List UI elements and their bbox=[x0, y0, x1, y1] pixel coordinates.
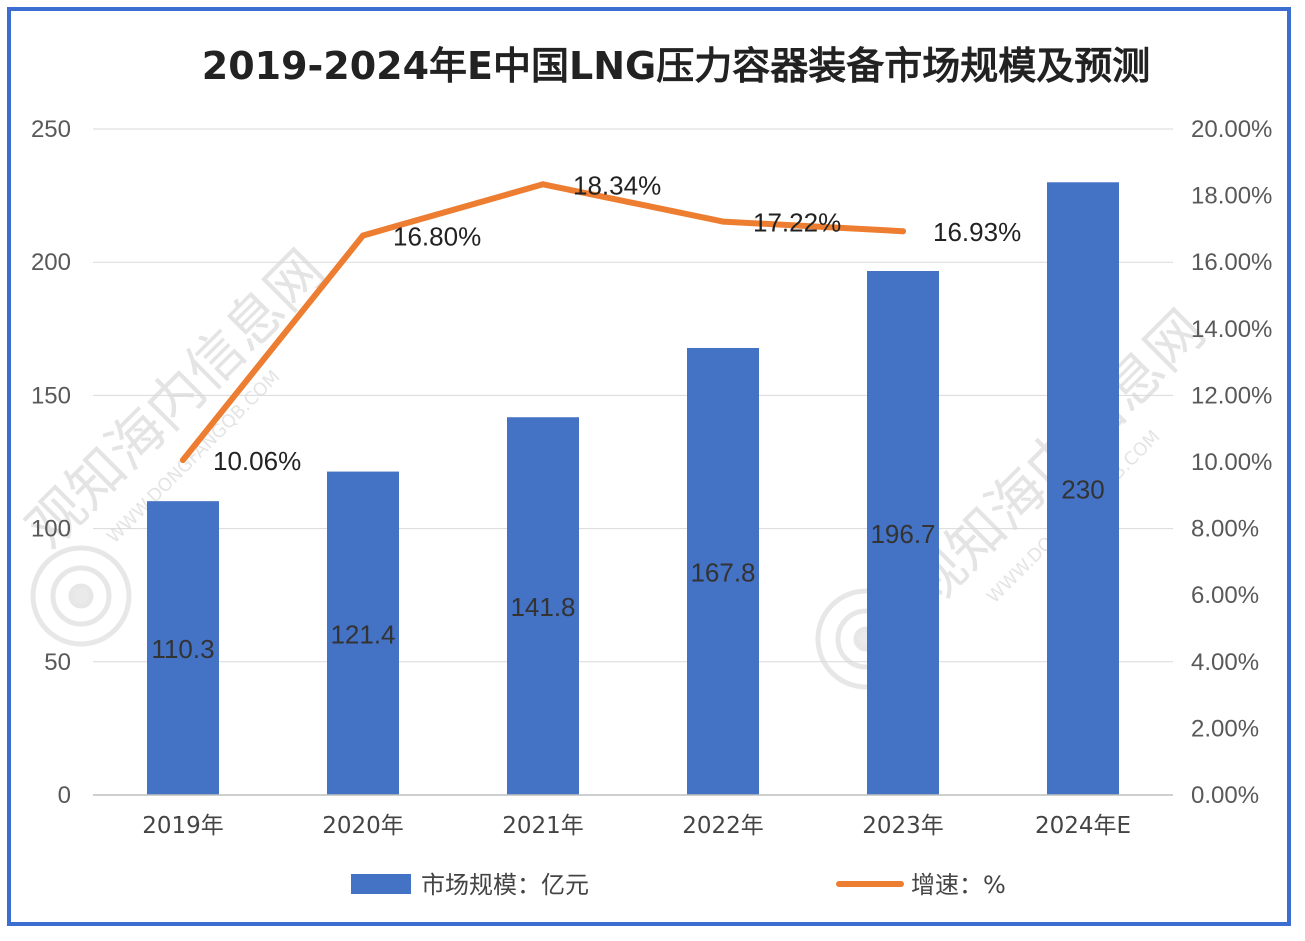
right-tick-label: 4.00% bbox=[1191, 649, 1259, 676]
chart-canvas: 观知海内信息网 WWW.DONGFANGQB.COM 观知海内信息网 WWW.D… bbox=[15, 44, 1273, 899]
x-tick-label: 2022年 bbox=[682, 813, 764, 839]
legend: 市场规模：亿元 增速：% bbox=[351, 871, 1006, 899]
legend-label-bar: 市场规模：亿元 bbox=[421, 871, 589, 899]
left-tick-label: 200 bbox=[31, 249, 71, 276]
bar bbox=[327, 471, 399, 795]
right-tick-label: 20.00% bbox=[1191, 116, 1272, 143]
line-data-label: 16.80% bbox=[393, 222, 481, 252]
line-point bbox=[360, 232, 366, 239]
right-tick-label: 8.00% bbox=[1191, 516, 1259, 543]
x-tick-label: 2019年 bbox=[142, 813, 224, 839]
line-data-label: 10.06% bbox=[213, 446, 301, 476]
right-tick-label: 0.00% bbox=[1191, 782, 1259, 809]
watermark-logo-left bbox=[30, 545, 132, 647]
left-tick-label: 0 bbox=[58, 782, 71, 809]
line-data-label: 18.34% bbox=[573, 170, 661, 200]
bar bbox=[507, 417, 579, 795]
x-tick-label: 2024年E bbox=[1035, 813, 1131, 839]
x-axis: 2019年 2020年 2021年 2022年 2023年 2024年E bbox=[93, 794, 1173, 839]
chart-frame: 观知海内信息网 WWW.DONGFANGQB.COM 观知海内信息网 WWW.D… bbox=[7, 7, 1291, 926]
right-tick-label: 14.00% bbox=[1191, 316, 1272, 343]
legend-label-line: 增速：% bbox=[911, 871, 1006, 899]
line-point bbox=[720, 218, 726, 225]
bar-data-label: 121.4 bbox=[330, 619, 395, 649]
line-series: 10.06% 16.80% 18.34% 17.22% 16.93% bbox=[180, 170, 1021, 476]
line-data-label: 17.22% bbox=[753, 208, 841, 238]
bar-data-label: 230 bbox=[1061, 475, 1104, 505]
bar bbox=[867, 270, 939, 795]
left-tick-label: 250 bbox=[31, 116, 71, 143]
grid-lines bbox=[93, 128, 1173, 663]
line-point bbox=[180, 457, 186, 464]
bar-data-label: 167.8 bbox=[690, 557, 755, 587]
bar-data-label: 141.8 bbox=[510, 592, 575, 622]
right-y-axis: 0.00% 2.00% 4.00% 6.00% 8.00% 10.00% 12.00% 14.… bbox=[1191, 116, 1272, 809]
line-point bbox=[540, 181, 546, 188]
x-tick-label: 2021年 bbox=[502, 813, 584, 839]
right-tick-label: 6.00% bbox=[1191, 582, 1259, 609]
bar bbox=[687, 347, 759, 795]
bar bbox=[1047, 182, 1119, 795]
line-point bbox=[900, 228, 906, 235]
right-tick-label: 18.00% bbox=[1191, 183, 1272, 210]
right-tick-label: 10.00% bbox=[1191, 449, 1272, 476]
bar-series: 110.3 121.4 141.8 167.8 196.7 230 bbox=[147, 182, 1119, 795]
left-tick-label: 50 bbox=[44, 649, 71, 676]
right-tick-label: 2.00% bbox=[1191, 715, 1259, 742]
x-tick-label: 2020年 bbox=[322, 813, 404, 839]
legend-swatch-bar bbox=[351, 874, 411, 894]
bar-data-label: 110.3 bbox=[151, 634, 214, 664]
right-tick-label: 16.00% bbox=[1191, 249, 1272, 276]
x-tick-label: 2023年 bbox=[862, 813, 944, 839]
left-tick-label: 100 bbox=[31, 516, 71, 543]
bar-data-label: 196.7 bbox=[870, 519, 935, 549]
right-tick-label: 12.00% bbox=[1191, 382, 1272, 409]
line-data-label: 16.93% bbox=[933, 217, 1021, 247]
left-y-axis: 0 50 100 150 200 250 bbox=[31, 116, 71, 809]
bar bbox=[147, 501, 219, 795]
chart-title: 2019-2024年E中国LNG压力容器装备市场规模及预测 bbox=[202, 44, 1150, 88]
left-tick-label: 150 bbox=[31, 382, 71, 409]
